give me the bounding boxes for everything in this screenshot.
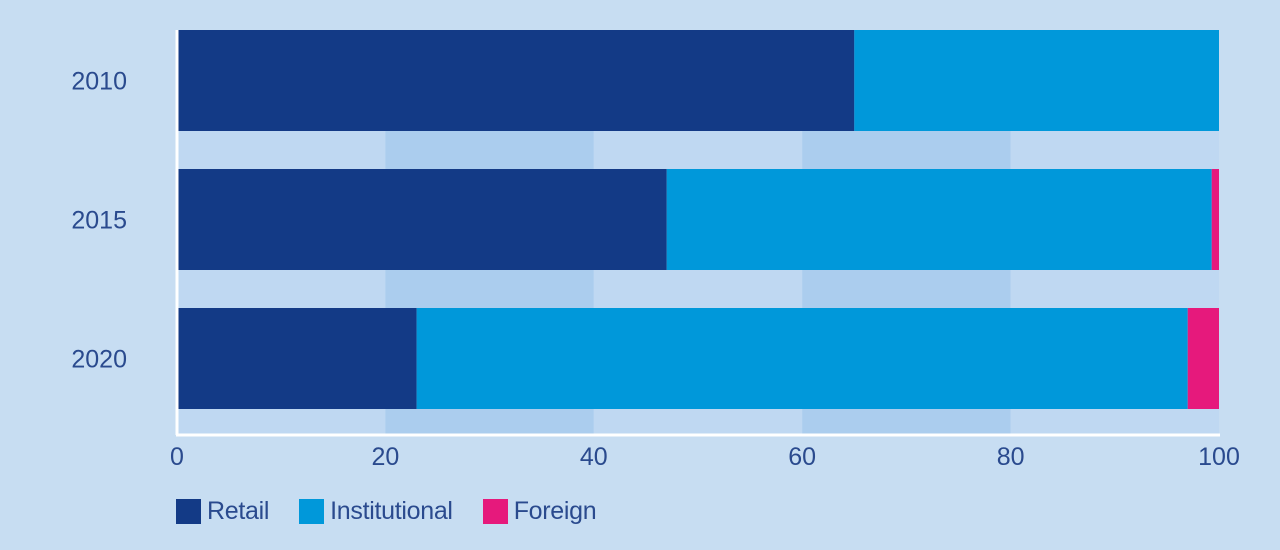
x-tick-label-60: 60	[788, 443, 816, 471]
y-tick-label-2020: 2020	[71, 346, 127, 374]
x-tick-label-40: 40	[580, 443, 608, 471]
legend-swatch-retail	[176, 499, 201, 524]
x-tick-label-0: 0	[170, 443, 184, 471]
legend-label-foreign: Foreign	[513, 497, 597, 525]
legend-item-foreign: Foreign	[482, 497, 597, 526]
legend-label-retail: Retail	[207, 497, 270, 525]
bar-retail-2010	[177, 30, 855, 131]
bar-institutional-2015	[666, 169, 1212, 270]
bar-foreign-2020	[1187, 308, 1219, 409]
bar-institutional-2010	[854, 30, 1219, 131]
legend-item-retail: Retail	[176, 497, 269, 526]
y-tick-label-2010: 2010	[71, 68, 127, 96]
y-tick-label-2015: 2015	[71, 207, 127, 235]
legend-item-institutional: Institutional	[299, 497, 453, 526]
bar-institutional-2020	[416, 308, 1188, 409]
legend-label-institutional: Institutional	[330, 497, 453, 525]
legend-swatch-institutional	[299, 499, 325, 524]
bar-retail-2020	[177, 308, 417, 409]
bar-retail-2015	[177, 169, 667, 270]
x-tick-label-80: 80	[997, 443, 1025, 471]
x-tick-label-20: 20	[371, 443, 399, 471]
legend-swatch-foreign	[482, 499, 508, 524]
bar-foreign-2015	[1211, 169, 1219, 270]
x-tick-label-100: 100	[1198, 443, 1240, 471]
chart-legend: Retail Institutional Foreign	[176, 497, 626, 526]
